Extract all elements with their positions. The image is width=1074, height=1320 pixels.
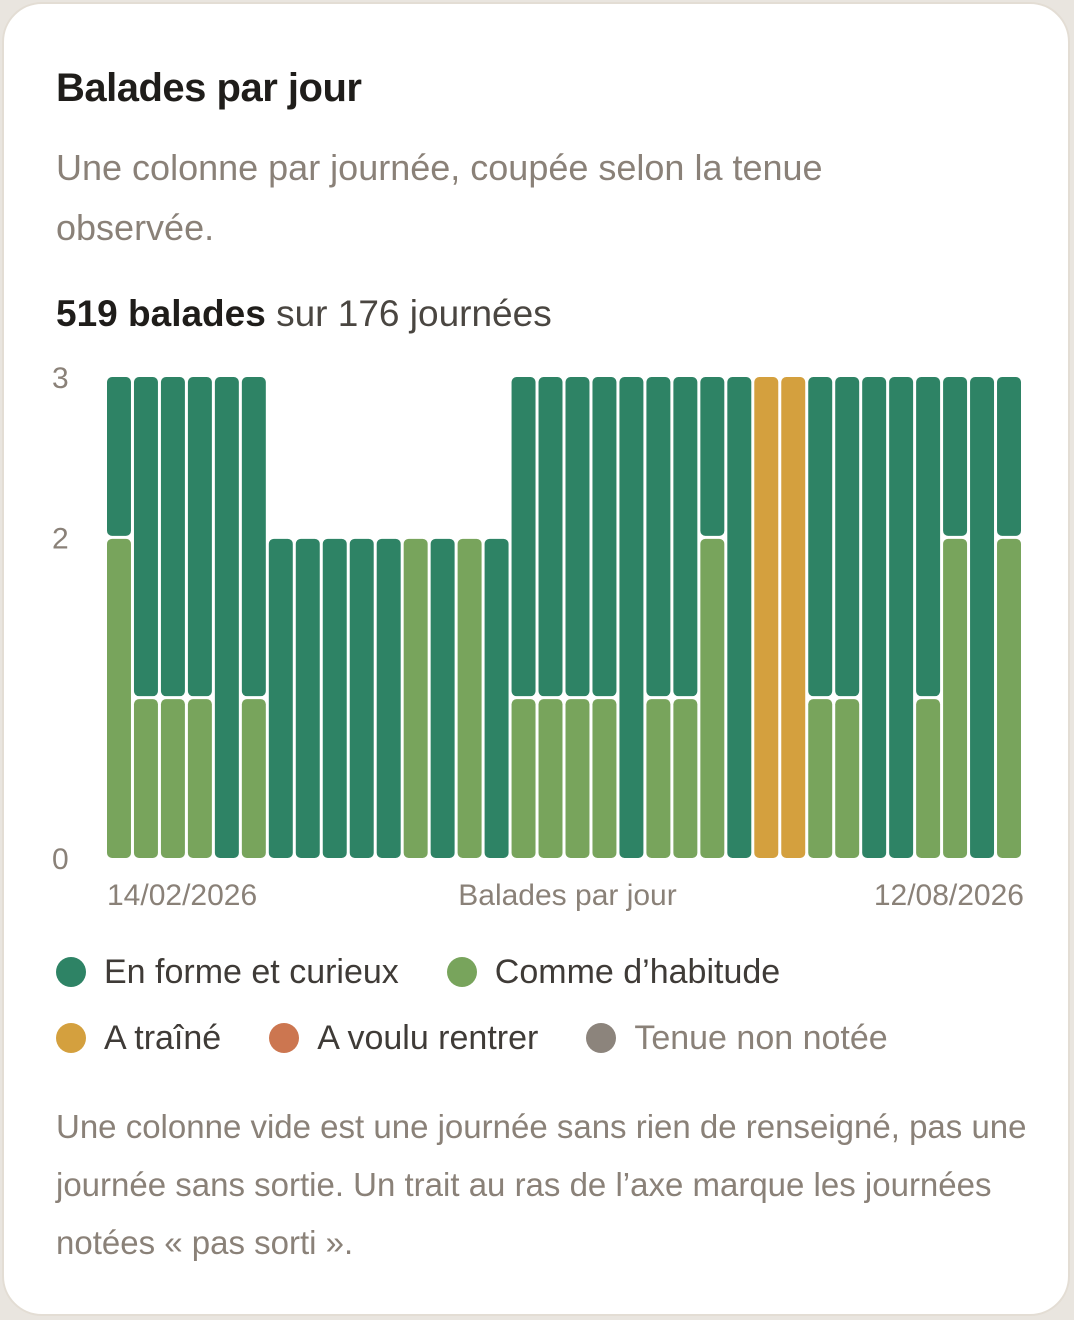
bar-segment-7-forme xyxy=(268,538,293,858)
legend-dot-forme xyxy=(56,957,86,987)
y-tick-label-3: 3 xyxy=(52,362,69,395)
bar-segment-17-habitude xyxy=(538,699,563,858)
legend-dot-rentrer xyxy=(269,1023,300,1053)
bar-segment-9-forme xyxy=(322,538,347,858)
legend-label-forme: En forme et curieux xyxy=(104,952,399,991)
legend-row-2: A traîné A voulu rentrer Tenue non notée xyxy=(56,1012,1036,1064)
legend-item-habitude: Comme d’habitude xyxy=(446,952,781,992)
legend-label-traine: A traîné xyxy=(104,1018,222,1057)
legend-item-nonnotee: Tenue non notée xyxy=(586,1018,888,1058)
x-tick-label-start: 14/02/2026 xyxy=(107,879,257,912)
bar-segment-29-forme xyxy=(862,377,887,858)
bar-segment-1-forme xyxy=(107,377,131,536)
legend-item-traine: A traîné xyxy=(56,1019,221,1058)
bar-segment-18-forme xyxy=(565,377,590,697)
bar-segment-11-forme xyxy=(376,538,401,858)
bar-segment-4-forme xyxy=(187,377,212,697)
chart-subtitle: Une colonne par journée, coupée selon la… xyxy=(56,147,823,248)
legend-dot-nonnotee xyxy=(586,1023,617,1053)
summary-count: 519 balades xyxy=(56,293,266,334)
bar-segment-33-forme xyxy=(970,377,995,858)
bar-segment-23-habitude xyxy=(700,538,725,858)
legend-item-forme: En forme et curieux xyxy=(56,953,399,992)
bar-segment-23-forme xyxy=(700,377,725,536)
y-tick-label-2: 2 xyxy=(52,522,69,555)
summary-line: 519 balades sur 176 journées xyxy=(56,293,552,335)
legend-label-habitude: Comme d’habitude xyxy=(494,952,781,991)
bar-segment-26-traine xyxy=(781,377,806,858)
bar-segment-10-forme xyxy=(349,538,374,858)
bar-segment-28-habitude xyxy=(835,699,860,858)
bar-segment-27-forme xyxy=(808,377,833,697)
bar-segment-32-forme xyxy=(943,377,968,536)
bar-segment-13-forme xyxy=(430,538,455,858)
bar-segment-1-habitude xyxy=(107,538,131,858)
bar-segment-2-habitude xyxy=(133,699,158,858)
bar-segment-25-traine xyxy=(754,377,779,858)
bar-segment-18-habitude xyxy=(565,699,590,858)
legend-dot-traine xyxy=(56,1023,86,1053)
bar-segment-28-forme xyxy=(835,377,860,697)
legend-dot-habitude xyxy=(446,957,477,987)
legend-label-rentrer: A voulu rentrer xyxy=(317,1018,539,1057)
bar-segment-6-forme xyxy=(241,377,266,697)
x-axis-label: Balades par jour xyxy=(458,879,676,912)
bar-segment-17-forme xyxy=(538,377,563,697)
bar-segment-19-habitude xyxy=(592,699,617,858)
bar-segment-3-forme xyxy=(160,377,185,697)
bar-segment-31-habitude xyxy=(916,699,941,858)
bar-segment-32-habitude xyxy=(943,538,968,858)
bar-segment-31-forme xyxy=(916,377,941,697)
bar-segment-15-forme xyxy=(484,538,509,858)
legend: En forme et curieux Comme d’habitude A t… xyxy=(56,946,1036,1078)
bar-segment-19-forme xyxy=(592,377,617,697)
legend-label-nonnotee: Tenue non notée xyxy=(634,1018,888,1057)
legend-item-rentrer: A voulu rentrer xyxy=(269,1019,538,1058)
summary-days: sur 176 journées xyxy=(265,293,552,334)
bar-segment-34-forme xyxy=(997,377,1021,536)
bar-segment-20-forme xyxy=(619,377,644,858)
bar-segment-24-forme xyxy=(727,377,752,858)
bar-segment-12-habitude xyxy=(403,538,428,858)
chart-title: Balades par jour xyxy=(56,66,362,110)
bar-segment-21-forme xyxy=(646,377,671,697)
bar-segment-34-habitude xyxy=(997,538,1021,858)
bar-segment-8-forme xyxy=(295,538,320,858)
bar-segment-30-forme xyxy=(889,377,914,858)
bar-segment-22-habitude xyxy=(673,699,698,858)
legend-row-1: En forme et curieux Comme d’habitude xyxy=(56,946,1036,998)
bar-segment-14-habitude xyxy=(457,538,482,858)
bar-segment-16-habitude xyxy=(511,699,536,858)
bar-segment-2-forme xyxy=(133,377,158,697)
bar-segment-27-habitude xyxy=(808,699,833,858)
y-tick-label-0: 0 xyxy=(52,843,69,876)
bar-segment-6-habitude xyxy=(241,699,266,858)
bar-segment-5-forme xyxy=(214,377,239,858)
x-tick-label-end: 12/08/2026 xyxy=(874,879,1024,912)
bar-segment-16-forme xyxy=(511,377,536,697)
footnote: Une colonne vide est une journée sans ri… xyxy=(56,1108,1027,1261)
bar-segment-4-habitude xyxy=(187,699,212,858)
bar-segment-21-habitude xyxy=(646,699,671,858)
bar-segment-3-habitude xyxy=(160,699,185,858)
bar-segment-22-forme xyxy=(673,377,698,697)
